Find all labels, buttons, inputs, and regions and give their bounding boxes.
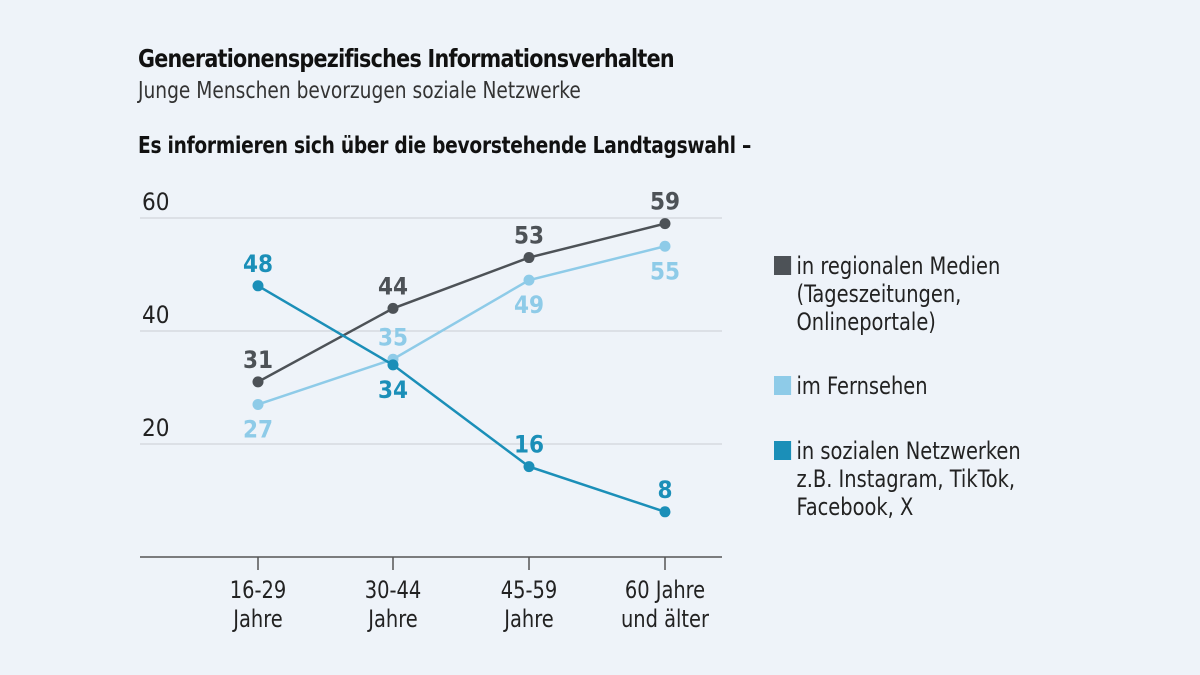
series-line (257, 245, 666, 406)
data-point (387, 302, 399, 314)
data-label: 49 (514, 291, 544, 319)
data-point (252, 398, 264, 410)
x-tick-label: Jahre (366, 606, 417, 633)
data-point (523, 252, 535, 264)
data-point (659, 218, 671, 230)
data-point (252, 376, 264, 388)
x-tick-label: Jahre (502, 606, 553, 633)
legend-item: in regionalen Medien (Tageszeitungen, On… (774, 252, 1000, 336)
legend-swatch (774, 376, 792, 395)
x-tick-label: 60 Jahre (625, 577, 705, 604)
legend-item: in sozialen Netzwerken z.B. Instagram, T… (774, 437, 1021, 521)
legend-item: im Fernsehen (774, 372, 928, 400)
legend-swatch (774, 256, 792, 275)
data-point (252, 280, 264, 292)
series-line (257, 222, 666, 383)
y-tick-label: 40 (142, 302, 169, 329)
data-point (387, 359, 399, 371)
x-tick-label: 45-59 (501, 577, 557, 604)
data-label: 48 (243, 250, 273, 278)
chart-title: Generationenspezifisches Informationsver… (138, 44, 675, 73)
data-label: 55 (650, 257, 680, 285)
data-label: 34 (378, 376, 408, 404)
data-label: 8 (657, 476, 672, 504)
legend-label: im Fernsehen (796, 372, 928, 400)
data-label: 53 (514, 222, 544, 250)
x-tick-label: 16-29 (230, 577, 286, 604)
data-point (659, 506, 671, 518)
data-point (659, 240, 671, 252)
legend-swatch (774, 441, 792, 460)
legend-label: in regionalen Medien (Tageszeitungen, On… (796, 252, 1001, 336)
chart-subtitle: Junge Menschen bevorzugen soziale Netzwe… (138, 78, 581, 104)
series-line (257, 284, 666, 513)
y-tick-label: 20 (142, 415, 169, 442)
data-label: 44 (378, 272, 408, 300)
x-tick-label: Jahre (231, 606, 282, 633)
data-point (523, 461, 535, 473)
legend-label: in sozialen Netzwerken z.B. Instagram, T… (796, 437, 1021, 521)
y-tick-label: 60 (142, 189, 169, 216)
data-label: 59 (650, 188, 680, 216)
chart-question: Es informieren sich über die bevorstehen… (138, 133, 751, 159)
data-point (523, 274, 535, 286)
data-label: 16 (514, 431, 544, 459)
data-label: 35 (378, 323, 408, 351)
x-tick-label: 30-44 (365, 577, 421, 604)
data-label: 31 (243, 346, 273, 374)
data-label: 27 (243, 415, 273, 443)
x-tick-label: und älter (621, 606, 710, 633)
